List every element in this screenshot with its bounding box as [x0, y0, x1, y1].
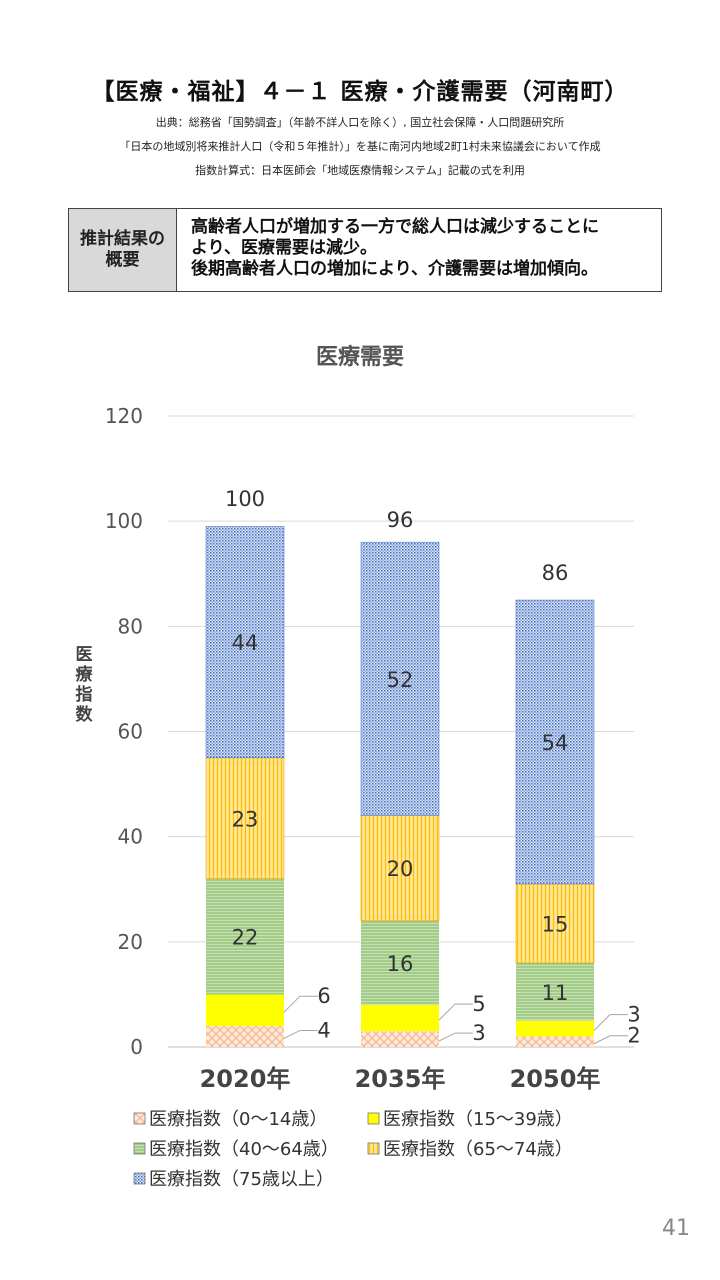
y-tick-label: 100: [105, 509, 143, 533]
bar-segment: [361, 1004, 439, 1032]
bar-segment: [206, 878, 284, 995]
summary-line: 後期高齢者人口の増加により、介護需要は増加傾向。: [191, 259, 598, 279]
legend: 医療指数（0～14歳） 医療指数（15～39歳） 医療指数（40～64歳） 医療指数（…: [133, 1109, 573, 1190]
bar-segment: [360, 815, 440, 922]
source-line-3: 指数計算式：日本医師会「地域医療情報システム」記載の式を利用: [195, 164, 525, 177]
y-tick-label: 20: [118, 930, 143, 954]
data-label: 11: [542, 981, 569, 1005]
legend-label: 医療指数（65～74歳）: [383, 1139, 573, 1160]
data-label: 5: [472, 992, 485, 1016]
y-axis-label-char: 医: [76, 645, 93, 665]
x-tick-label: 2035年: [355, 1065, 446, 1093]
y-tick-label: 80: [118, 614, 143, 638]
summary-line: より、医療需要は減少。: [191, 238, 377, 258]
total-label: 96: [387, 508, 414, 532]
y-axis-label: 医療指数: [76, 645, 94, 725]
total-label: 100: [225, 487, 265, 511]
y-axis-label-char: 指: [76, 684, 93, 705]
data-label: 23: [232, 807, 259, 831]
data-label: 4: [317, 1018, 330, 1042]
y-axis-ticks: 0 20 40 60 80 100 120: [105, 404, 143, 1059]
bar-segment: [206, 1025, 284, 1047]
legend-swatch: [133, 1112, 146, 1125]
y-tick-label: 60: [118, 720, 143, 744]
bar-segment: [515, 883, 595, 964]
bar-segment: [361, 1031, 439, 1047]
data-label: 54: [542, 731, 569, 755]
x-tick-label: 2050年: [510, 1065, 601, 1093]
bar-segment: [206, 994, 284, 1026]
data-label: 16: [387, 952, 414, 976]
legend-swatch: [367, 1112, 380, 1125]
x-axis-ticks: 2020年 2035年 2050年: [200, 1065, 601, 1093]
data-label: 3: [472, 1021, 485, 1045]
legend-label: 医療指数（15～39歳）: [383, 1109, 573, 1130]
y-tick-label: 120: [105, 404, 143, 428]
y-tick-label: 40: [118, 825, 143, 849]
data-label: 22: [232, 926, 259, 950]
total-label: 86: [542, 561, 569, 585]
data-label: 44: [232, 631, 259, 655]
legend-label: 医療指数（40～64歳）: [149, 1139, 339, 1160]
bar-segment: [516, 962, 594, 1021]
data-label: 20: [387, 857, 414, 881]
data-label: 6: [317, 984, 330, 1008]
data-label: 15: [542, 912, 569, 936]
legend-label: 医療指数（75歳以上）: [149, 1169, 334, 1190]
leader-line: [593, 1014, 628, 1031]
source-line-1: 出典：総務省「国勢調査」（年齢不詳人口を除く）, 国立社会保障・人口問題研究所: [155, 116, 565, 129]
data-label: 3: [627, 1003, 640, 1027]
legend-swatch: [133, 1172, 146, 1185]
data-label: 2: [627, 1024, 640, 1048]
legend-swatch: [133, 1142, 146, 1155]
bar-segment: [516, 1020, 594, 1037]
data-label: 52: [387, 668, 414, 692]
bar-segment: [516, 1036, 594, 1047]
summary-box: 推計結果の概要 高齢者人口が増加する一方で総人口は減少することに より、医療需要…: [68, 208, 662, 292]
leader-line: [283, 995, 318, 1013]
legend-swatch: [367, 1142, 380, 1155]
summary-heading: 推計結果の概要: [69, 209, 177, 291]
y-axis-label-char: 療: [76, 664, 94, 685]
y-axis-label-char: 数: [76, 704, 94, 725]
bar-segment: [361, 920, 439, 1005]
source-line-2: 「日本の地域別将来推計人口（令和５年推計）」を基に南河内地域2町1村未来協議会に…: [119, 140, 601, 153]
leader-line: [283, 1029, 318, 1039]
bar-segment: [360, 541, 440, 816]
leader-line: [438, 1003, 473, 1021]
legend-label: 医療指数（0～14歳）: [149, 1109, 327, 1130]
bar-segment: [515, 599, 595, 885]
summary-body: 高齢者人口が増加する一方で総人口は減少することに より、医療需要は減少。 後期高…: [177, 209, 661, 291]
bar-segment: [205, 526, 285, 759]
chart-title: 医療需要: [316, 344, 404, 370]
leader-line: [438, 1032, 473, 1042]
y-tick-label: 0: [130, 1035, 143, 1059]
summary-line: 高齢者人口が増加する一方で総人口は減少することに: [191, 217, 599, 237]
page-title: 【医療・福祉】４－１ 医療・介護需要（河南町）: [91, 79, 629, 105]
x-tick-label: 2020年: [200, 1065, 291, 1093]
page-number: 41: [662, 1216, 690, 1241]
leader-line: [593, 1035, 628, 1045]
